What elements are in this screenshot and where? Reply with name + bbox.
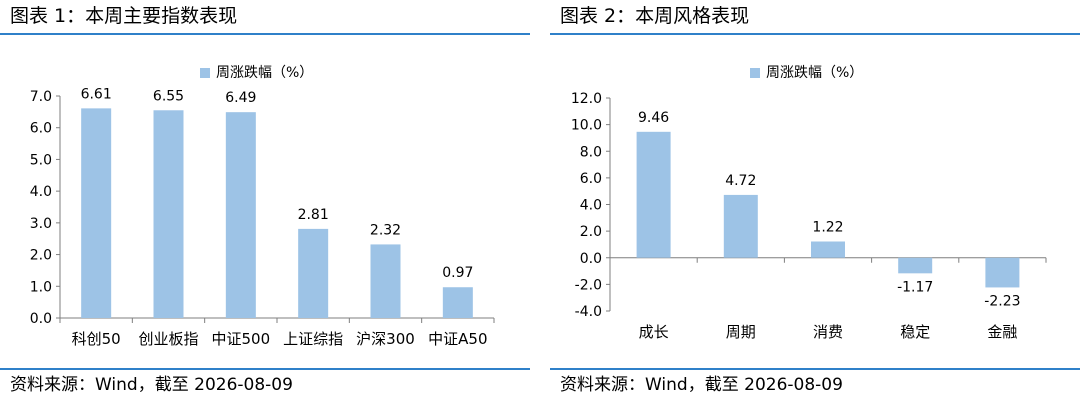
bar <box>442 287 473 318</box>
bar <box>723 194 758 258</box>
x-category-label: 金融 <box>987 323 1017 341</box>
data-label: 6.49 <box>225 90 256 106</box>
data-label: 4.72 <box>725 173 756 189</box>
y-tick-label: -2.0 <box>575 277 602 293</box>
bar <box>81 108 112 319</box>
y-tick-label: 6.0 <box>580 171 602 187</box>
y-tick-label: 6.0 <box>30 121 52 137</box>
x-category-label: 成长 <box>639 323 669 341</box>
y-tick-label: 0.0 <box>30 311 52 327</box>
y-tick-label: 7.0 <box>30 89 52 105</box>
legend: 周涨跌幅（%） <box>200 65 313 81</box>
title-divider <box>0 33 530 35</box>
data-label: 1.22 <box>812 220 843 236</box>
x-category-label: 中证500 <box>212 330 271 348</box>
data-label: 9.46 <box>638 110 669 126</box>
chart-panel-right: 图表 2：本周风格表现 周涨跌幅（%） -4.0 -2.0 0.0 2.0 4.0 6.0 8… <box>550 0 1080 402</box>
y-tick-label: 3.0 <box>30 216 52 232</box>
bar <box>370 244 401 318</box>
bar <box>985 257 1020 288</box>
bar <box>636 131 671 258</box>
x-category-label: 稳定 <box>900 323 930 341</box>
bar-chart-style-performance: 周涨跌幅（%） -4.0 -2.0 0.0 2.0 4.0 6.0 8.0 10.0 12.0 9.… <box>571 65 1047 341</box>
x-category-label: 周期 <box>726 323 756 341</box>
source-note: 资料来源：Wind，截至 2026-08-09 <box>560 375 843 395</box>
source-divider <box>0 368 530 370</box>
x-category-label: 消费 <box>813 323 843 341</box>
y-tick-label: 0.0 <box>580 251 602 267</box>
x-category-label: 科创50 <box>72 330 121 348</box>
y-tick-label: 2.0 <box>580 224 602 240</box>
y-tick-label: 5.0 <box>30 152 52 168</box>
legend-label: 周涨跌幅（%） <box>216 65 313 81</box>
legend-swatch <box>200 68 210 78</box>
y-tick-label: 4.0 <box>580 198 602 214</box>
x-category-label: 沪深300 <box>356 330 415 348</box>
bar <box>898 257 933 274</box>
legend-label: 周涨跌幅（%） <box>766 65 863 81</box>
y-tick-label: 2.0 <box>30 248 52 264</box>
bar <box>298 228 329 318</box>
legend: 周涨跌幅（%） <box>750 65 863 81</box>
y-tick-label: 12.0 <box>571 91 602 107</box>
bar <box>225 112 256 318</box>
y-tick-label: 4.0 <box>30 184 52 200</box>
data-label: -2.23 <box>984 293 1020 309</box>
title-divider <box>550 33 1080 35</box>
data-label: 2.81 <box>298 207 329 223</box>
bar <box>811 241 845 258</box>
data-label: 6.55 <box>153 88 184 104</box>
data-label: 2.32 <box>370 222 401 238</box>
x-category-label: 上证综指 <box>283 330 343 348</box>
chart-title: 图表 1：本周主要指数表现 <box>10 5 238 27</box>
source-divider <box>550 368 1080 370</box>
y-tick-label: 10.0 <box>571 118 602 134</box>
data-label: 0.97 <box>442 265 473 281</box>
y-tick-label: -4.0 <box>575 304 602 320</box>
bar <box>153 110 184 319</box>
y-tick-label: 1.0 <box>30 279 52 295</box>
x-category-label: 创业板指 <box>138 330 198 348</box>
x-category-label: 中证A50 <box>428 330 487 348</box>
data-label: -1.17 <box>897 279 933 295</box>
chart-panel-left: 图表 1：本周主要指数表现 周涨跌幅（%） 0.0 1.0 2.0 3.0 4.0 5.0 6… <box>0 0 530 402</box>
source-note: 资料来源：Wind，截至 2026-08-09 <box>10 375 293 395</box>
data-label: 6.61 <box>81 86 112 102</box>
y-tick-label: 8.0 <box>580 144 602 160</box>
bar-chart-index-performance: 周涨跌幅（%） 0.0 1.0 2.0 3.0 4.0 5.0 6.0 7.0 6.61 科创50 6… <box>30 65 495 348</box>
chart-title: 图表 2：本周风格表现 <box>560 5 750 27</box>
legend-swatch <box>750 68 760 78</box>
